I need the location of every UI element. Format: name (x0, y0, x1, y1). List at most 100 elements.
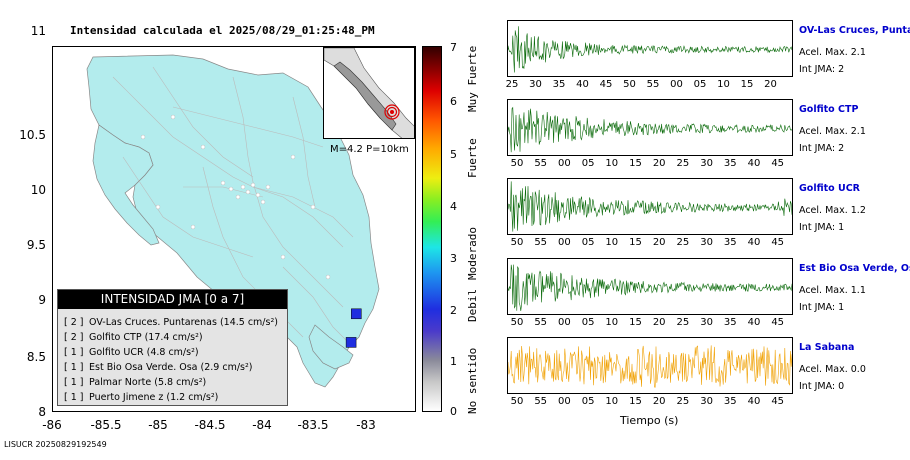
time-tick: 35 (723, 158, 737, 169)
legend-value: (1.2 cm/s²) (166, 392, 219, 403)
time-tick: 40 (747, 158, 761, 169)
waveform (508, 264, 792, 311)
time-tick: 55 (534, 317, 548, 328)
time-tick: 15 (629, 237, 642, 248)
y-tick: 8 (38, 405, 46, 419)
time-tick: 50 (623, 79, 636, 90)
int-jma: Int JMA: 1 (799, 222, 845, 233)
legend-level: [ 1 ] (64, 347, 84, 358)
legend-level: [ 1 ] (64, 392, 84, 403)
time-tick: 10 (605, 396, 619, 407)
time-tick: 05 (581, 237, 595, 248)
legend-level: [ 2 ] (64, 317, 84, 328)
colorbar-word: Fuerte (466, 138, 479, 178)
int-jma: Int JMA: 0 (799, 381, 845, 392)
time-tick: 20 (652, 396, 666, 407)
time-tick: 45 (599, 79, 613, 90)
x-tick: -86 (42, 418, 62, 432)
legend-station: Golfito CTP (89, 332, 142, 343)
time-tick: 30 (700, 237, 713, 248)
time-tick: 30 (700, 396, 713, 407)
time-tick: 50 (510, 237, 524, 248)
x-tick: -84 (252, 418, 272, 432)
time-tick: 55 (646, 79, 660, 90)
x-tick: -83 (356, 418, 376, 432)
legend-station: Est Bio Osa Verde. Osa (89, 362, 198, 373)
time-tick: 10 (605, 237, 619, 248)
waveform (508, 345, 792, 388)
legend-row: [ 1 ] Golfito UCR (4.8 cm/s²) (64, 347, 199, 358)
time-tick: 50 (510, 158, 524, 169)
nicoya-peninsula (92, 124, 160, 246)
int-jma: Int JMA: 2 (799, 143, 845, 154)
inset-label: M=4.2 P=10km (330, 144, 409, 155)
colorbar-word: No sentido (466, 347, 479, 414)
legend-level: [ 1 ] (64, 362, 84, 373)
seismogram-trace (507, 258, 793, 315)
y-tick: 10 (30, 183, 46, 197)
legend-row: [ 2 ] OV-Las Cruces. Puntarenas (14.5 cm… (64, 317, 278, 328)
station-marker[interactable] (345, 337, 357, 348)
time-tick: 15 (629, 317, 642, 328)
time-tick: 15 (629, 158, 642, 169)
legend-value: (17.4 cm/s²) (144, 332, 203, 343)
map-title: Intensidad calculada el 2025/08/29_01:25… (70, 24, 375, 37)
time-tick: 25 (676, 317, 690, 328)
legend-level: [ 1 ] (64, 377, 84, 388)
legend-station: OV-Las Cruces. Puntarenas (89, 317, 217, 328)
time-tick: 55 (534, 158, 548, 169)
colorbar-number: 0 (450, 405, 457, 418)
waveform (508, 106, 792, 153)
time-tick: 35 (723, 317, 737, 328)
acel-max: Acel. Max. 2.1 (799, 126, 866, 137)
inset-svg (324, 48, 414, 138)
colorbar-number: 2 (450, 304, 457, 317)
station-name: La Sabana (799, 342, 855, 353)
time-tick: 40 (576, 79, 589, 90)
time-tick: 05 (581, 158, 595, 169)
seismogram-trace (507, 337, 793, 394)
time-tick: 45 (771, 158, 785, 169)
time-tick: 35 (552, 79, 566, 90)
time-tick: 05 (693, 79, 707, 90)
seismogram-trace (507, 99, 793, 156)
colorbar-number: 3 (450, 252, 457, 265)
y-tick: 8.5 (26, 350, 46, 364)
time-tick: 15 (740, 79, 754, 90)
legend-value: (5.8 cm/s²) (154, 377, 207, 388)
colorbar-word: Muy Fuerte (466, 45, 479, 112)
y-tick: 9.5 (26, 238, 46, 252)
time-tick: 50 (510, 317, 524, 328)
time-tick: 05 (581, 317, 595, 328)
time-tick: 10 (605, 158, 619, 169)
time-tick: 50 (510, 396, 524, 407)
station-name: Est Bio Osa Verde, Osa (799, 263, 910, 274)
legend-value: (14.5 cm/s²) (219, 317, 278, 328)
footer-id: LISUCR 20250829192549 (4, 440, 107, 449)
time-tick: 25 (505, 79, 519, 90)
colorbar-number: 1 (450, 355, 457, 368)
time-tick: 40 (747, 237, 761, 248)
y-tick: 11 (30, 24, 46, 38)
map-svg (86, 54, 380, 388)
x-tick: -85.5 (90, 418, 122, 432)
time-tick: 40 (747, 317, 761, 328)
x-tick: -85 (148, 418, 168, 432)
epicenter-icon (384, 104, 400, 120)
station-name: Golfito UCR (799, 183, 860, 194)
y-tick: 10.5 (19, 128, 46, 142)
legend-row: [ 1 ] Palmar Norte (5.8 cm/s²) (64, 377, 206, 388)
time-tick: 40 (747, 396, 761, 407)
acel-max: Acel. Max. 2.1 (799, 47, 866, 58)
time-axis-label: Tiempo (s) (620, 414, 679, 427)
legend-value: (4.8 cm/s²) (146, 347, 199, 358)
station-marker[interactable] (351, 308, 362, 320)
time-tick: 30 (700, 158, 713, 169)
y-tick: 9 (38, 293, 46, 307)
int-jma: Int JMA: 1 (799, 302, 845, 313)
time-tick: 55 (534, 396, 548, 407)
time-tick: 20 (764, 79, 777, 90)
time-tick: 05 (581, 396, 595, 407)
time-tick: 10 (605, 317, 619, 328)
legend-station: Golfito UCR (89, 347, 144, 358)
